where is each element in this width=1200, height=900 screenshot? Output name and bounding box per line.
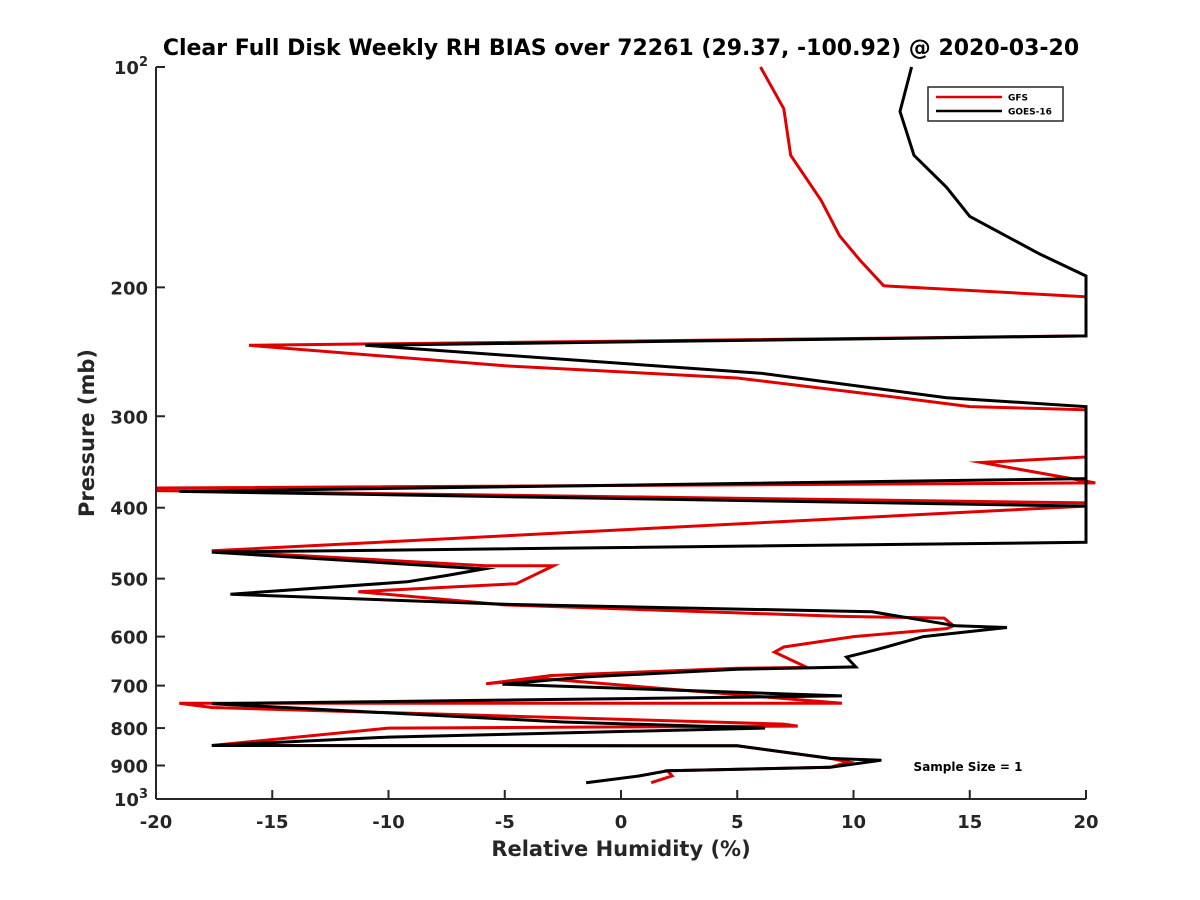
y-tick-label: 900 xyxy=(110,757,148,778)
legend-label: GOES-16 xyxy=(1008,108,1052,118)
y-tick-label: 500 xyxy=(110,570,148,591)
plot-area xyxy=(156,67,1086,799)
x-axis-label: Relative Humidity (%) xyxy=(491,837,750,861)
y-tick-label: 400 xyxy=(110,499,148,520)
series-line-goes-16 xyxy=(179,66,1088,785)
chart-title: Clear Full Disk Weekly RH BIAS over 7226… xyxy=(163,36,1079,61)
y-tick-label: 103 xyxy=(114,787,148,811)
legend-box xyxy=(927,86,1064,122)
y-axis-label: Pressure (mb) xyxy=(75,349,99,517)
x-tick-label: -10 xyxy=(372,812,405,833)
x-tick-label: 0 xyxy=(615,812,628,833)
x-tick-label: -20 xyxy=(140,812,173,833)
series-layer xyxy=(156,66,1096,785)
legend: GFS GOES-16 xyxy=(927,86,1064,122)
x-tick-label: 5 xyxy=(731,812,744,833)
sample-size-annotation: Sample Size = 1 xyxy=(914,760,1023,774)
ticks-layer: -20 -15 -10 -5 0 5 10 15 20 102 200 300 400 500 600 700… xyxy=(110,55,1098,833)
y-tick-label: 300 xyxy=(110,407,148,428)
legend-label: GFS xyxy=(1008,94,1028,104)
y-tick-label: 200 xyxy=(110,278,148,299)
x-tick-label: -15 xyxy=(256,812,289,833)
x-tick-label: 15 xyxy=(957,812,982,833)
x-tick-label: -5 xyxy=(495,812,515,833)
x-tick-label: 10 xyxy=(841,812,866,833)
x-tick-label: 20 xyxy=(1073,812,1098,833)
y-tick-label: 800 xyxy=(110,719,148,740)
y-tick-label: 102 xyxy=(114,55,148,79)
y-tick-label: 600 xyxy=(110,628,148,649)
y-tick-label: 700 xyxy=(110,677,148,698)
